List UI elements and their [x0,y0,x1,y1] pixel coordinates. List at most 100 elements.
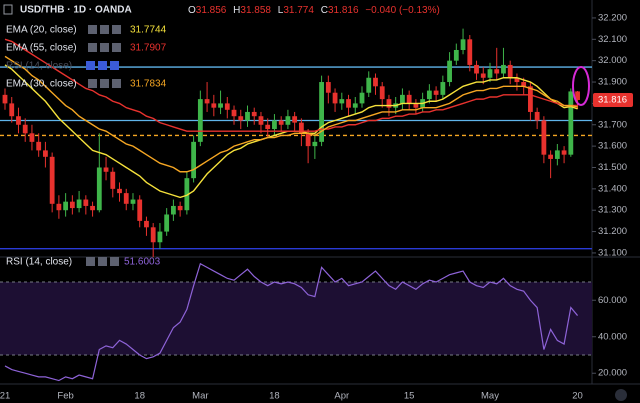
x-tick-label: Feb [57,391,73,402]
y-tick-label: 31.100 [598,247,627,258]
candle-body [332,92,338,104]
x-tick-label: 18 [269,391,280,402]
legend-label[interactable]: EMA (30, close) [6,79,77,90]
candle-body [460,39,466,50]
candle-body [447,60,452,83]
candle-body [197,99,203,142]
candle-body [83,199,89,206]
legend-icon[interactable] [112,43,121,52]
candle-body [2,94,8,104]
legend-icon[interactable] [98,61,107,70]
candle-body [298,122,304,134]
candle-body [352,103,358,108]
legend-icon[interactable] [100,79,109,88]
last-price-label: 31.816 [598,94,627,105]
candle-body [29,133,35,142]
candle-body [177,205,183,211]
quote-value: 31.774 [283,5,314,16]
candle-body [123,193,129,204]
candle-body [501,64,506,74]
candle-body [548,154,554,159]
candle-body [359,92,365,104]
legend-icon[interactable] [88,43,97,52]
candle-body [231,109,237,117]
candle-body [474,64,479,74]
candle-body [379,86,385,100]
ema-line [4,55,578,173]
candle-body [96,167,102,211]
candle-body [76,199,82,209]
candle-body [204,99,210,104]
legend-icon[interactable] [88,79,97,88]
legend-label[interactable]: RSI (14, close) [6,257,72,268]
candle-body [339,99,345,104]
candle-body [22,124,28,134]
y-tick-label: 31.300 [598,205,627,216]
legend-icon[interactable] [110,61,119,70]
candle-body [507,64,513,78]
candle-body [258,116,264,125]
candle-body [534,111,540,121]
legend-label[interactable]: EMA (55, close) [6,43,77,54]
y-tick-label: 20.000 [598,368,627,379]
legend-icon[interactable] [112,25,121,34]
candle-body [238,116,244,121]
candle-body [480,73,486,78]
y-tick-label: 32.200 [598,12,627,23]
quote-key: O [188,5,196,16]
legend-icon[interactable] [110,257,119,266]
legend-label[interactable]: EMA (20, close) [6,25,77,36]
candle-body [319,82,324,142]
candle-body [144,220,149,228]
x-tick-label: Apr [334,391,349,402]
candle-body [528,86,533,112]
quote-key: L [278,5,284,16]
candle-body [69,201,75,209]
candle-body [521,82,527,87]
rsi-line [4,262,579,382]
candle-body [575,91,580,100]
y-tick-label: 60.000 [598,295,627,306]
candle-body [43,150,48,157]
legend-icon[interactable] [98,257,107,266]
y-tick-label: 32.100 [598,34,627,45]
candle-body [130,199,136,204]
y-tick-label: 31.400 [598,183,627,194]
candle-body [110,171,116,189]
candle-body [292,116,298,123]
candle-body [467,39,473,65]
candle-body [224,103,230,110]
legend-value: 51.6003 [124,257,161,268]
auto-scale-button[interactable] [615,389,627,401]
legend-icon[interactable] [86,257,95,266]
rsi-band [0,281,592,355]
candle-body [90,205,95,211]
y-tick-label: 31.900 [598,77,627,88]
legend-icon[interactable] [112,79,121,88]
candle-body [49,156,55,204]
legend-label-hidden[interactable]: RSI (14, close) [6,61,72,72]
candle-body [117,188,122,194]
quote-value: 31.856 [196,5,227,16]
x-tick-label: May [481,391,499,402]
legend-icon[interactable] [100,43,109,52]
quote-key: C [321,5,328,16]
legend-icon[interactable] [86,61,95,70]
ohlc-quote: O31.856 H31.858 L31.774 C31.816 −0.040 (… [188,5,440,16]
candle-body [325,82,331,93]
legend: USD/THB · 1D · OANDA O31.856 H31.858 L31… [3,4,440,268]
candle-body [184,178,190,211]
candle-body [103,167,109,172]
y-tick-label: 31.500 [598,162,627,173]
candle-body [150,227,156,243]
symbol-title: USD/THB · 1D · OANDA [20,5,132,16]
plot-area: 31.100 31.200 31.300 31.400 31.500 31.600 31.7… [0,12,633,402]
candle-body [285,116,291,125]
legend-icon[interactable] [88,25,97,34]
legend-icon[interactable] [100,25,109,34]
candle-body [386,99,392,108]
candle-body [265,124,271,130]
symbol-icon[interactable] [3,4,13,15]
candle-body [568,91,574,155]
candle-body [305,133,311,147]
